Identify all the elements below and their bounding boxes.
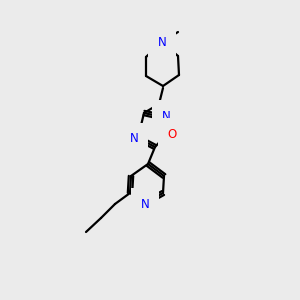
Text: N: N [141,197,149,211]
Text: N: N [130,133,138,146]
Text: O: O [167,128,177,140]
Text: N: N [158,35,166,49]
Text: N: N [162,110,170,122]
